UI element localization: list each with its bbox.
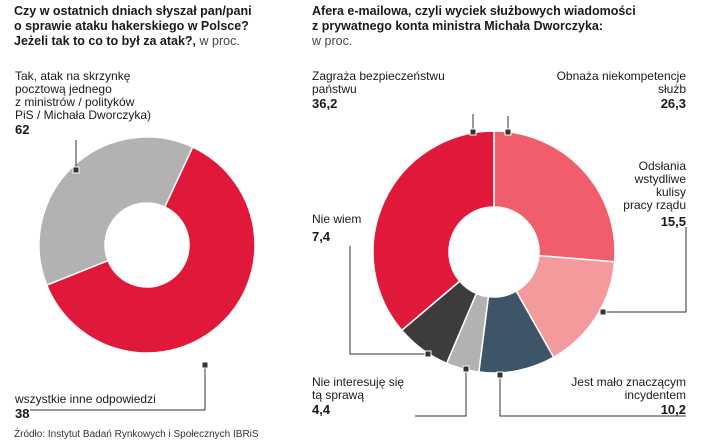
- chart2-slice-label: Nie wiem: [312, 212, 362, 226]
- chart1-title: Czy w ostatnich dniach słyszał pan/pani …: [14, 4, 252, 49]
- donut-slice: [372, 130, 495, 332]
- chart1-slice-label: Tak, atak na skrzynkę pocztową jednego z…: [15, 69, 152, 122]
- source-note: Źródło: Instytut Badań Rynkowych i Społe…: [14, 429, 259, 440]
- leader-line: [30, 365, 206, 411]
- chart2-slice-value: 4,4: [312, 402, 331, 417]
- chart2-slice-label: Odsłania wstydliwe kulisy pracy rządu: [623, 159, 686, 212]
- leader-line: [603, 227, 687, 313]
- chart1-title-line: o sprawie ataku hakerskiego w Polsce?: [14, 19, 249, 33]
- chart2-slice-label: Zagraża bezpieczeństwu państwu: [312, 69, 445, 96]
- chart2-title: Afera e-mailowa, czyli wyciek służbowych…: [312, 4, 636, 49]
- leader-marker: [72, 166, 80, 174]
- donut-slice: [45, 146, 256, 354]
- donut-slice: [493, 130, 616, 263]
- chart1-slice-value: 62: [15, 122, 30, 137]
- chart1-slice-label: wszystkie inne odpowiedzi: [15, 392, 156, 406]
- chart2-slice-value: 15,5: [660, 214, 686, 229]
- leader-markers: [72, 128, 607, 379]
- leader-lines: [30, 114, 687, 417]
- donut-slice: [38, 136, 194, 287]
- chart2-title-line: Afera e-mailowa, czyli wyciek służbowych…: [312, 4, 636, 18]
- donut-chart-2: [372, 130, 616, 374]
- chart1-unit: w proc.: [199, 34, 240, 48]
- chart2-slice-value: 36,2: [312, 96, 338, 111]
- leader-marker: [504, 128, 512, 136]
- chart1-title-line: Czy w ostatnich dniach słyszał pan/pani: [14, 4, 252, 18]
- chart2-slice-label: Obnaża niekompetencje służb: [556, 69, 686, 96]
- donut-chart-1: [38, 136, 256, 354]
- donut-slice: [515, 254, 616, 359]
- leader-marker: [201, 361, 209, 369]
- chart1-slice-value: 38: [15, 406, 30, 421]
- chart2-slice-label: Jest mało znaczącym incydentem: [571, 375, 686, 402]
- chart2-title-line: z prywatnego konta ministra Michała Dwor…: [312, 19, 604, 33]
- leader-marker: [599, 308, 607, 316]
- leader-line: [499, 375, 686, 417]
- leader-marker: [424, 350, 432, 358]
- leader-line: [415, 369, 467, 417]
- leader-line: [349, 246, 428, 355]
- chart1-title-line: Jeżeli tak to co to był za atak?,: [14, 34, 197, 48]
- leader-marker: [496, 371, 504, 379]
- chart2-unit: w proc.: [312, 34, 353, 48]
- leader-marker: [469, 128, 477, 136]
- chart2-slice-value: 7,4: [312, 229, 331, 244]
- leader-marker: [462, 365, 470, 373]
- chart2-slice-value: 10,2: [660, 402, 686, 417]
- chart2-slice-value: 26,3: [660, 96, 686, 111]
- chart2-slice-label: Nie interesuję się tą sprawą: [312, 375, 405, 402]
